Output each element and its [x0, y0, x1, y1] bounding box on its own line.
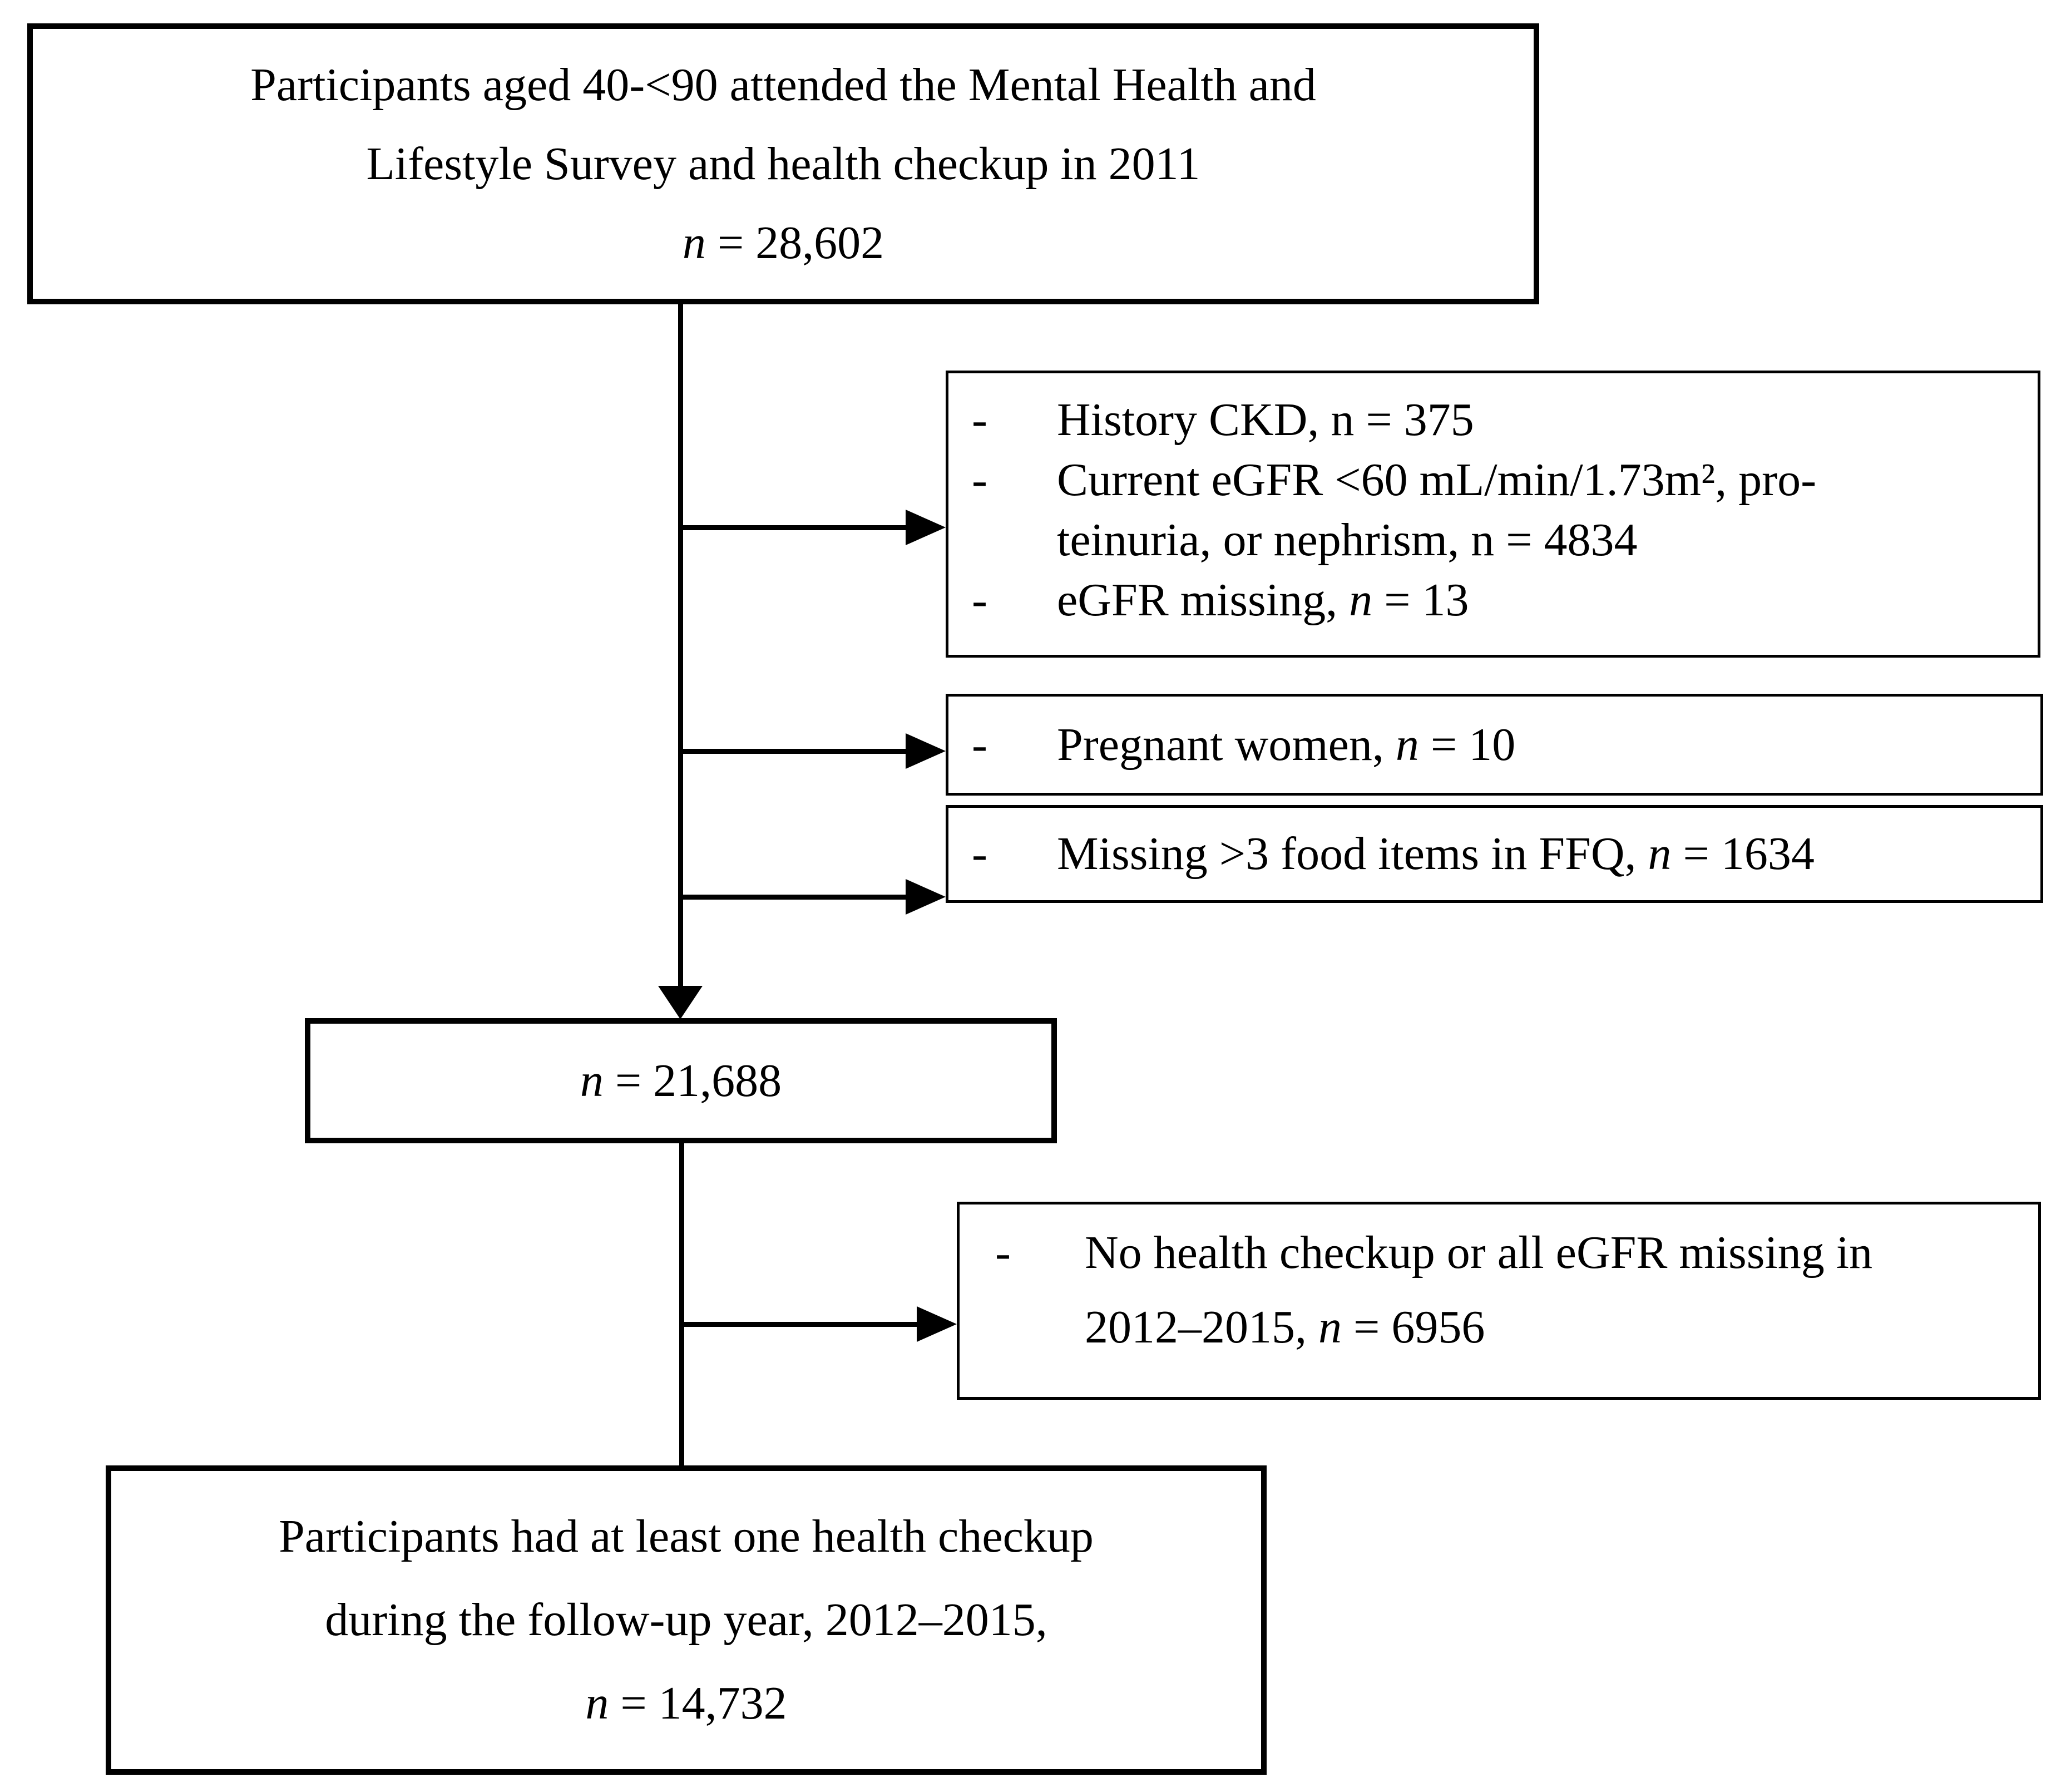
- n-value: = 10: [1419, 718, 1516, 771]
- branch-arrow-1-shaft: [680, 525, 910, 530]
- interim-count: n = 21,688: [580, 1048, 782, 1114]
- bullet-dash: -: [995, 1227, 1011, 1278]
- exclusion-item: - Pregnant women, n = 10: [948, 715, 2040, 775]
- n-symbol: n: [1648, 828, 1672, 880]
- n-value: = 14,732: [609, 1677, 787, 1729]
- exclusion-box-no-checkup: - No health checkup or all eGFR missing …: [957, 1202, 2041, 1400]
- n-value: = 21,688: [603, 1054, 782, 1107]
- exclusion-item: - No health checkup or all eGFR missing …: [960, 1216, 2038, 1365]
- n-symbol: n: [580, 1054, 604, 1107]
- exclusion-item: - History CKD, n = 375: [948, 390, 2038, 450]
- exclusion-box-pregnant: - Pregnant women, n = 10: [946, 694, 2043, 796]
- branch-arrow-2-head: [906, 733, 946, 769]
- n-value: = 375: [1354, 394, 1474, 446]
- exclusion-text: eGFR missing, n = 13: [1057, 574, 1469, 626]
- bullet-dash: -: [972, 828, 987, 880]
- bullet-dash: -: [972, 718, 987, 771]
- exclusion-item: - eGFR missing, n = 13: [948, 570, 2038, 630]
- n-symbol: n: [1349, 574, 1373, 626]
- exclusion-text: No health checkup or all eGFR missing in…: [1085, 1227, 1873, 1353]
- exclusion-text: Pregnant women, n = 10: [1057, 718, 1516, 771]
- final-line-2: during the follow-up year, 2012–2015,: [325, 1594, 1047, 1646]
- exclusion-item: - Current eGFR <60 mL/min/1.73m², pro- t…: [948, 450, 2038, 570]
- down-arrowhead: [658, 986, 703, 1019]
- enrollment-box: Participants aged 40-<90 attended the Me…: [27, 23, 1539, 304]
- exclusion-item: - Missing >3 food items in FFQ, n = 1634: [948, 824, 2040, 884]
- connector-line-middle-to-bottom: [679, 1143, 684, 1465]
- branch-arrow-2-shaft: [680, 749, 910, 754]
- connector-line-top-to-middle: [678, 304, 683, 990]
- enrollment-line-1: Participants aged 40-<90 attended the Me…: [250, 58, 1316, 111]
- enrollment-count: n = 28,602: [683, 204, 884, 283]
- n-value: = 28,602: [705, 216, 884, 269]
- n-symbol: n: [1395, 718, 1419, 771]
- n-value: = 13: [1372, 574, 1469, 626]
- exclusion-text: Missing >3 food items in FFQ, n = 1634: [1057, 828, 1815, 880]
- branch-arrow-1-head: [906, 510, 946, 545]
- branch-arrow-3-shaft: [680, 895, 910, 900]
- n-symbol: n: [1471, 514, 1495, 566]
- enrollment-line-2: Lifestyle Survey and health checkup in 2…: [366, 137, 1200, 190]
- final-count: n = 14,732: [585, 1662, 787, 1745]
- n-symbol: n: [1318, 1301, 1342, 1353]
- final-sample-box: Participants had at least one health che…: [106, 1465, 1267, 1775]
- exclusion-text: History CKD, n = 375: [1057, 394, 1474, 446]
- n-symbol: n: [585, 1677, 609, 1729]
- exclusion-text: Current eGFR <60 mL/min/1.73m², pro- tei…: [1057, 454, 1817, 566]
- n-symbol: n: [682, 216, 706, 269]
- exclusion-box-ffq: - Missing >3 food items in FFQ, n = 1634: [946, 805, 2043, 903]
- n-value: = 6956: [1342, 1301, 1485, 1353]
- exclusion-box-ckd: - History CKD, n = 375 - Current eGFR <6…: [946, 371, 2040, 658]
- bullet-dash: -: [972, 394, 987, 446]
- branch-arrow-4-head: [917, 1306, 957, 1342]
- n-value: = 4834: [1494, 514, 1638, 566]
- branch-arrow-3-head: [906, 879, 946, 915]
- final-line-1: Participants had at least one health che…: [279, 1510, 1094, 1562]
- interim-count-box: n = 21,688: [305, 1018, 1057, 1143]
- bullet-dash: -: [972, 454, 987, 506]
- bullet-dash: -: [972, 574, 987, 626]
- n-symbol: n: [1331, 394, 1355, 446]
- n-value: = 1634: [1671, 828, 1815, 880]
- branch-arrow-4-shaft: [681, 1322, 921, 1327]
